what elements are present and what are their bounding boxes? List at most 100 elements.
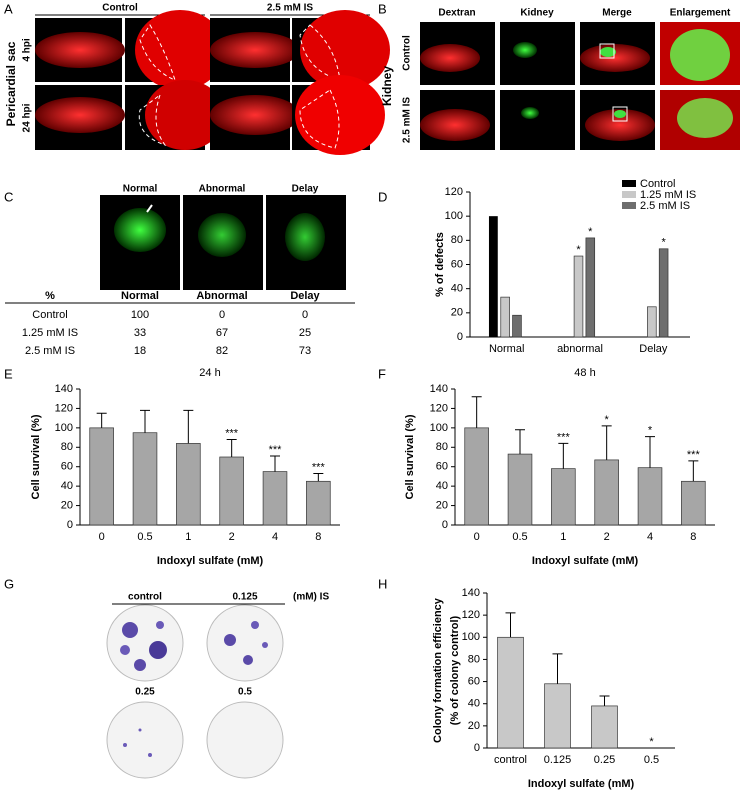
colony-plates [106,603,285,779]
column-header: Dextran [438,8,475,19]
y-tick-label: 80 [436,441,448,453]
table-cell: 73 [299,345,311,357]
row-group: Pericardial sac [4,41,18,126]
plate-label: control [128,592,162,603]
error-bar [313,473,324,482]
table-cell: 67 [216,327,228,339]
table-cell: 0 [219,309,225,321]
significance-label: * [576,244,581,256]
bar [591,705,618,749]
x-tick-label: abnormal [557,343,603,355]
y-tick-label: 60 [61,461,73,473]
x-tick-label: 1 [185,531,191,543]
y-tick-label: 40 [451,283,463,295]
bar [551,468,576,526]
row-label: 24 hpi [22,103,33,132]
panel-label: A [4,1,13,16]
column-header: 2.5 mM IS [267,3,313,14]
error-bar [140,409,150,433]
bar [658,248,669,338]
image-grid [420,22,740,150]
y-tick-label: 0 [67,519,73,531]
bar [507,453,533,526]
x-tick-label: Normal [489,343,524,355]
y-tick-label: 20 [436,499,448,511]
y-tick-label: 20 [468,720,480,732]
y-tick-label: 140 [430,383,448,395]
error-bar [552,653,563,684]
significance-label: * [588,226,593,238]
table-cell: Control [32,309,67,321]
bar [594,459,619,526]
bar [544,683,571,749]
image-label: Delay [292,184,319,195]
plate-label: 0.5 [238,687,252,698]
x-tick-label: 2 [229,531,235,543]
error-bar [558,442,569,469]
table-header: Abnormal [196,290,247,302]
significance-label: *** [687,449,701,461]
table-cell: 82 [216,345,228,357]
y-tick-label: 100 [462,631,480,643]
y-tick-label: 60 [436,461,448,473]
x-tick-label: 2 [604,531,610,543]
defect-table: % Normal Abnormal Delay Control 100 0 0 1.25 mM … [5,290,355,357]
table-cell: 100 [131,309,149,321]
x-axis-label: Indoxyl sulfate (mM) [532,555,639,567]
bar [500,296,510,338]
x-tick-label: 0 [474,531,480,543]
y-axis-label: Cell survival (%) [404,414,416,499]
x-tick-label: Delay [639,343,668,355]
image-grid [35,10,390,155]
plate-label: (mM) IS [293,592,329,603]
bar [89,427,114,526]
bar [262,471,288,526]
significance-label: * [649,736,654,748]
legend-label: 1.25 mM IS [640,189,696,201]
y-tick-label: 120 [430,402,448,414]
legend-label: 2.5 mM IS [640,200,690,212]
legend-swatch [622,180,636,187]
y-tick-label: 40 [468,698,480,710]
x-tick-label: 0.5 [137,531,152,543]
x-tick-label: control [494,754,527,766]
significance-label: * [648,425,653,437]
table-cell: 2.5 mM IS [25,345,75,357]
table-cell: 0 [302,309,308,321]
column-header: Enlargement [670,8,731,19]
y-tick-label: 0 [457,331,463,343]
bar [647,306,657,338]
x-tick-label: 4 [272,531,278,543]
y-axis-label: Cell survival (%) [30,414,42,499]
error-bar [505,612,516,638]
bar [681,480,706,526]
bar [488,216,498,337]
significance-label: *** [269,444,283,456]
panel-label: E [4,366,13,381]
error-bar [183,409,194,444]
column-header: Control [102,3,138,14]
error-bar [270,455,280,472]
y-tick-label: 80 [468,653,480,665]
error-bar [688,460,699,482]
error-bar [601,425,612,460]
column-header: Kidney [520,8,554,19]
y-tick-label: 120 [462,609,480,621]
error-bar [96,412,107,428]
bar [497,636,524,749]
x-tick-label: 8 [690,531,696,543]
y-tick-label: 100 [55,422,73,434]
y-tick-label: 40 [436,480,448,492]
panel-label: B [378,1,387,16]
error-bar [599,695,610,706]
row-label: 2.5 mM IS [402,97,413,143]
table-cell: 33 [134,327,146,339]
significance-label: * [661,237,666,249]
row-label: Control [402,35,413,71]
x-axis-label: Indoxyl sulfate (mM) [528,778,635,790]
y-tick-label: 40 [61,480,73,492]
y-tick-label: 100 [430,422,448,434]
y-tick-label: 80 [61,441,73,453]
y-tick-label: 80 [451,234,463,246]
